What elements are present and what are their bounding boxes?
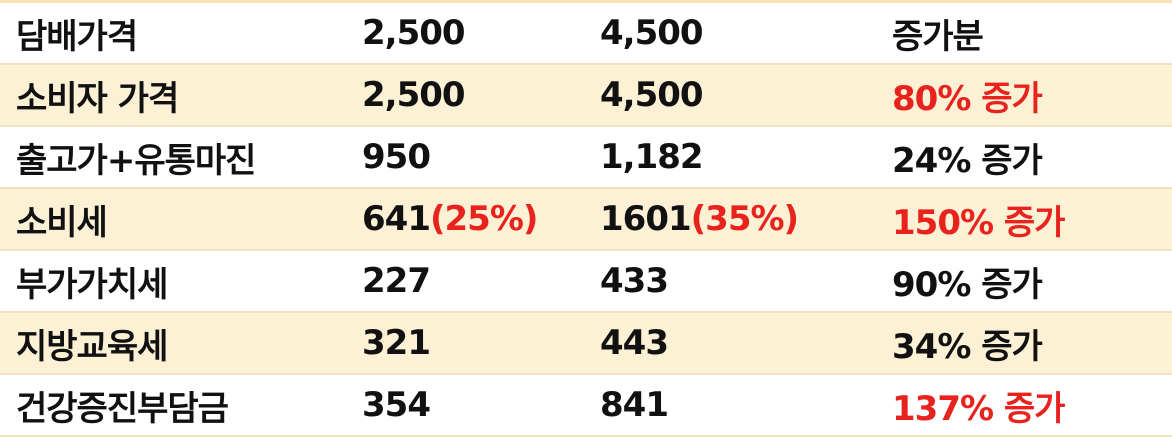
old-price-cell: 2,500 bbox=[362, 13, 466, 53]
table-row: 부가가치세 227 433 90% 증가 bbox=[0, 251, 1172, 313]
change-cell: 150% 증가 bbox=[892, 202, 1065, 243]
old-price-cell: 354 bbox=[362, 385, 431, 425]
new-price-cell: 1601(35%) bbox=[600, 199, 799, 239]
new-price-cell: 4,500 bbox=[600, 75, 704, 115]
new-value: 841 bbox=[600, 385, 669, 425]
new-price-cell: 433 bbox=[600, 261, 669, 301]
change-cell: 24% 증가 bbox=[892, 140, 1043, 181]
old-value: 2,500 bbox=[362, 75, 466, 115]
row-label: 부가가치세 bbox=[16, 264, 168, 305]
old-value: 321 bbox=[362, 323, 431, 363]
row-label: 소비세 bbox=[16, 202, 108, 243]
change-cell: 34% 증가 bbox=[892, 326, 1043, 367]
new-value: 4,500 bbox=[600, 13, 704, 53]
row-label: 지방교육세 bbox=[16, 326, 168, 367]
old-price-cell: 950 bbox=[362, 137, 431, 177]
table-row: 건강증진부담금 354 841 137% 증가 bbox=[0, 375, 1172, 437]
change-cell: 137% 증가 bbox=[892, 388, 1065, 429]
new-value: 433 bbox=[600, 261, 669, 301]
row-label: 출고가+유통마진 bbox=[16, 140, 256, 181]
change-cell: 90% 증가 bbox=[892, 264, 1043, 305]
old-percent: (25%) bbox=[429, 199, 538, 239]
table-row: 소비세 641(25%) 1601(35%) 150% 증가 bbox=[0, 189, 1172, 251]
new-price-cell: 4,500 bbox=[600, 13, 704, 53]
new-value: 1,182 bbox=[600, 137, 704, 177]
old-price-cell: 227 bbox=[362, 261, 431, 301]
old-value: 950 bbox=[362, 137, 431, 177]
new-price-cell: 443 bbox=[600, 323, 669, 363]
table-row: 출고가+유통마진 950 1,182 24% 증가 bbox=[0, 127, 1172, 189]
old-value: 2,500 bbox=[362, 13, 466, 53]
old-price-cell: 321 bbox=[362, 323, 431, 363]
old-price-cell: 2,500 bbox=[362, 75, 466, 115]
new-price-cell: 1,182 bbox=[600, 137, 704, 177]
old-price-cell: 641(25%) bbox=[362, 199, 538, 239]
new-percent: (35%) bbox=[690, 199, 799, 239]
row-label: 담배가격 bbox=[16, 16, 138, 57]
change-cell: 증가분 bbox=[892, 16, 984, 57]
new-value: 1601 bbox=[600, 199, 692, 239]
old-value: 354 bbox=[362, 385, 431, 425]
row-label: 건강증진부담금 bbox=[16, 388, 229, 429]
table-row: 담배가격 2,500 4,500 증가분 bbox=[0, 3, 1172, 65]
old-value: 227 bbox=[362, 261, 431, 301]
row-label: 소비자 가격 bbox=[16, 78, 179, 119]
table-row: 소비자 가격 2,500 4,500 80% 증가 bbox=[0, 65, 1172, 127]
new-value: 4,500 bbox=[600, 75, 704, 115]
change-cell: 80% 증가 bbox=[892, 78, 1043, 119]
new-value: 443 bbox=[600, 323, 669, 363]
old-value: 641 bbox=[362, 199, 431, 239]
new-price-cell: 841 bbox=[600, 385, 669, 425]
table-row: 지방교육세 321 443 34% 증가 bbox=[0, 313, 1172, 375]
